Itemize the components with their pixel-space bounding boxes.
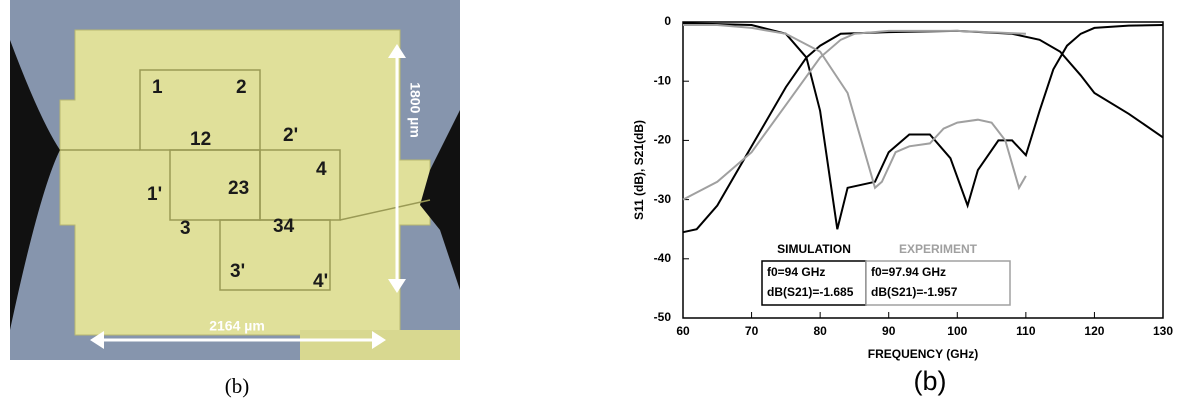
port-label: 1 [152, 77, 163, 98]
x-tick-label: 100 [947, 324, 967, 338]
page: 1 2 12 2' 1' 23 4 3 34 3' 4' 1800 µm 216… [0, 0, 1183, 406]
x-tick-label: 80 [813, 324, 827, 338]
x-tick-label: 70 [745, 324, 759, 338]
line [683, 23, 1163, 229]
x-tick-label: 120 [1084, 324, 1104, 338]
height-label: 1800 µm [407, 82, 423, 138]
line [683, 31, 1163, 232]
port-label: 1' [147, 184, 162, 205]
port-label: 4 [316, 159, 327, 180]
port-label: 2 [236, 77, 247, 98]
annotation-title: EXPERIMENT [899, 242, 978, 256]
y-tick-label: -30 [654, 192, 672, 206]
annotation-line: f0=94 GHz [767, 265, 825, 279]
line [683, 25, 1026, 188]
y-tick-label: 0 [664, 14, 671, 28]
port-label: 4' [313, 271, 328, 292]
annotation-title: SIMULATION [777, 242, 851, 256]
port-label: 34 [273, 216, 295, 237]
x-tick-label: 60 [676, 324, 690, 338]
y-tick-label: -20 [654, 133, 672, 147]
caption: (b) [225, 374, 250, 398]
y-axis-label: S11 (dB), S21(dB) [632, 120, 646, 220]
x-axis-label: FREQUENCY (GHz) [868, 347, 978, 361]
x-tick-label: 110 [1016, 324, 1036, 338]
pad [300, 330, 460, 360]
y-tick-label: -50 [654, 310, 672, 324]
caption: (b) [914, 366, 947, 396]
photo: 1 2 12 2' 1' 23 4 3 34 3' 4' 1800 µm 216… [10, 0, 460, 398]
width-label: 2164 µm [209, 318, 265, 334]
port-label: 3 [180, 218, 191, 239]
y-tick-label: -10 [654, 73, 672, 87]
port-label: 2' [283, 125, 298, 146]
port-label: 12 [190, 129, 211, 150]
x-tick-label: 90 [882, 324, 896, 338]
port-label: 23 [228, 178, 249, 199]
port-label: 3' [230, 261, 245, 282]
annotation-line: dB(S21)=-1.957 [871, 285, 958, 299]
annotation-line: dB(S21)=-1.685 [767, 285, 854, 299]
annotation-line: f0=97.94 GHz [871, 265, 946, 279]
y-tick-label: -40 [654, 251, 672, 265]
x-tick-label: 130 [1153, 324, 1173, 338]
